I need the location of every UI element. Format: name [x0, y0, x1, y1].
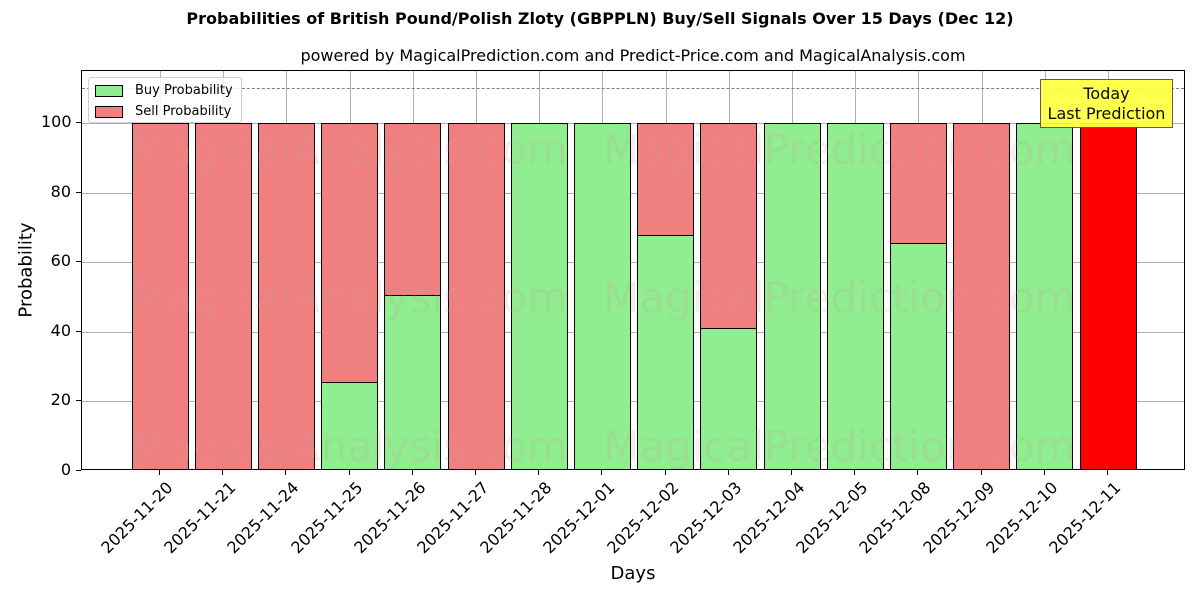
bar-buy-2025-12-01 — [573, 123, 631, 469]
y-tick-label: 0 — [60, 460, 71, 479]
y-axis-label: Probability — [15, 222, 37, 318]
chart-title: Probabilities of British Pound/Polish Zl… — [186, 9, 1014, 28]
bar-buy-2025-12-04 — [763, 123, 821, 469]
x-tick-mark — [791, 470, 792, 475]
gridline-horizontal — [82, 192, 1184, 194]
x-tick-mark — [411, 470, 413, 475]
gridline-horizontal — [82, 262, 1184, 264]
x-tick-mark — [727, 470, 729, 475]
legend-item-buy: Buy Probability — [95, 83, 233, 98]
bar-sell-2025-12-09 — [953, 123, 1011, 469]
bar-buy-2025-11-28 — [510, 123, 568, 469]
legend: Buy Probability Sell Probability — [88, 77, 242, 123]
bar-sell-2025-11-27 — [447, 123, 505, 469]
annotation-line-2: Last Prediction — [1047, 104, 1166, 123]
bar-sell-2025-12-11 — [1079, 123, 1137, 469]
x-tick-mark — [538, 470, 540, 475]
y-tick-mark — [76, 330, 81, 332]
bar-buy-2025-12-02 — [637, 234, 695, 469]
bar-sell-2025-12-08 — [889, 123, 947, 245]
chart-subtitle: powered by MagicalPrediction.com and Pre… — [300, 46, 966, 65]
bar-buy-2025-12-10 — [1016, 123, 1074, 469]
y-tick-mark — [76, 400, 81, 402]
x-tick-mark — [664, 470, 666, 475]
plot-area: MagicalAnalysis.comMagicalPrediction.com… — [81, 70, 1185, 470]
bar-sell-2025-11-20 — [131, 123, 189, 469]
x-tick-mark — [475, 470, 476, 475]
y-tick-mark — [76, 191, 81, 193]
y-tick-mark — [76, 122, 81, 124]
reference-line — [82, 88, 1184, 90]
annotation-line-1: Today — [1083, 84, 1130, 103]
x-tick-mark — [1107, 470, 1108, 475]
gridline-horizontal — [82, 401, 1184, 403]
bar-sell-2025-11-26 — [384, 123, 442, 296]
gridline-horizontal — [82, 123, 1184, 125]
buy-swatch-icon — [95, 84, 123, 97]
y-tick-label: 100 — [41, 112, 72, 132]
bar-buy-2025-12-03 — [700, 327, 758, 469]
x-tick-mark — [601, 470, 603, 475]
y-tick-label: 40 — [50, 320, 71, 340]
x-tick-mark — [980, 470, 982, 475]
bar-buy-2025-11-25 — [321, 381, 379, 469]
bar-sell-2025-12-03 — [700, 123, 758, 329]
x-tick-mark — [348, 470, 350, 475]
legend-item-sell: Sell Probability — [95, 104, 231, 119]
x-axis-label: Days — [610, 563, 656, 584]
bar-sell-2025-11-25 — [321, 123, 379, 383]
sell-swatch-icon — [95, 105, 123, 118]
x-tick-mark — [159, 470, 160, 475]
x-tick-mark — [917, 470, 919, 475]
x-tick-mark — [222, 470, 224, 475]
x-tick-mark — [1043, 470, 1045, 475]
y-tick-label: 20 — [50, 390, 71, 410]
x-tick-mark — [285, 470, 287, 475]
y-tick-mark — [76, 470, 81, 471]
gridline-horizontal — [82, 331, 1184, 333]
bar-sell-2025-11-24 — [257, 123, 315, 469]
y-tick-label: 80 — [50, 181, 71, 201]
bar-buy-2025-12-08 — [889, 243, 947, 469]
today-annotation: Today Last Prediction — [1040, 79, 1173, 128]
bar-buy-2025-11-26 — [384, 295, 442, 469]
bar-sell-2025-11-21 — [194, 123, 252, 469]
bar-sell-2025-12-02 — [637, 123, 695, 236]
y-tick-mark — [76, 261, 81, 263]
y-tick-label: 60 — [50, 251, 71, 271]
bar-buy-2025-12-05 — [826, 123, 884, 469]
legend-buy-label: Buy Probability — [135, 83, 233, 98]
legend-sell-label: Sell Probability — [135, 104, 232, 119]
x-tick-mark — [854, 470, 856, 475]
